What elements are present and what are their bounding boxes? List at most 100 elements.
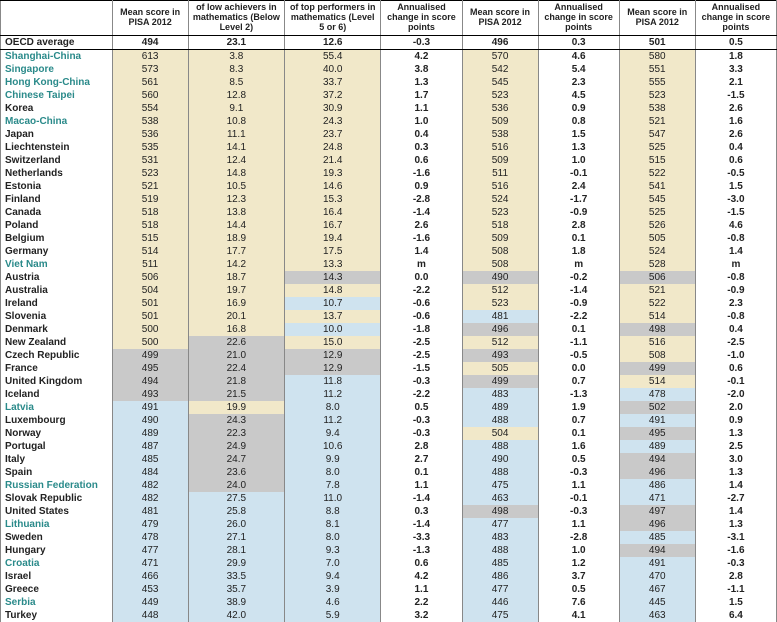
cell: -1.1: [538, 336, 619, 349]
cell: 5.9: [285, 609, 381, 622]
cell: 24.8: [285, 141, 381, 154]
col-header-1: Mean score in PISA 2012: [112, 1, 188, 36]
cell: -1.3: [538, 388, 619, 401]
cell: 573: [112, 63, 188, 76]
cell: 511: [112, 258, 188, 271]
cell: 0.0: [381, 271, 462, 284]
cell: 33.5: [188, 570, 284, 583]
table-row: Portugal48724.910.62.84881.64892.5: [1, 440, 777, 453]
col-header-2: of low achievers in mathematics (Below L…: [188, 1, 284, 36]
cell: 490: [462, 271, 538, 284]
cell: 1.5: [538, 128, 619, 141]
country-name: Netherlands: [1, 167, 113, 180]
cell: 4.6: [538, 49, 619, 63]
cell: 499: [619, 362, 695, 375]
cell: 477: [462, 518, 538, 531]
cell: 19.7: [188, 284, 284, 297]
country-name: Australia: [1, 284, 113, 297]
cell: 14.3: [285, 271, 381, 284]
cell: 491: [619, 414, 695, 427]
country-name: Iceland: [1, 388, 113, 401]
cell: 17.5: [285, 245, 381, 258]
cell: 24.3: [188, 414, 284, 427]
cell: 3.7: [538, 570, 619, 583]
table-row: Spain48423.68.00.1488-0.34961.3: [1, 466, 777, 479]
cell: 555: [619, 76, 695, 89]
cell: 16.9: [188, 297, 284, 310]
cell: -1.4: [538, 284, 619, 297]
cell: -2.2: [538, 310, 619, 323]
cell: 491: [619, 557, 695, 570]
cell: -1.5: [695, 89, 776, 102]
cell: -1.5: [695, 206, 776, 219]
cell: 7.8: [285, 479, 381, 492]
cell: 0.6: [695, 362, 776, 375]
cell: 521: [619, 115, 695, 128]
cell: 477: [112, 544, 188, 557]
cell: 12.8: [188, 89, 284, 102]
cell: 1.0: [381, 115, 462, 128]
cell: 486: [462, 570, 538, 583]
cell: 523: [462, 206, 538, 219]
cell: 55.4: [285, 49, 381, 63]
cell: 446: [462, 596, 538, 609]
cell: 2.6: [381, 219, 462, 232]
cell: 471: [112, 557, 188, 570]
cell: 523: [619, 89, 695, 102]
cell: 551: [619, 63, 695, 76]
cell: 37.2: [285, 89, 381, 102]
cell: 515: [112, 232, 188, 245]
cell: 2.6: [695, 102, 776, 115]
cell: 0.5: [381, 401, 462, 414]
country-name: Switzerland: [1, 154, 113, 167]
table-row: New Zealand50022.615.0-2.5512-1.1516-2.5: [1, 336, 777, 349]
cell: 24.7: [188, 453, 284, 466]
table-row: Russian Federation48224.07.81.14751.1486…: [1, 479, 777, 492]
table-row: Greece45335.73.91.14770.5467-1.1: [1, 583, 777, 596]
table-row: Shanghai-China6133.855.44.25704.65801.8: [1, 49, 777, 63]
cell: 463: [462, 492, 538, 505]
cell: 8.8: [285, 505, 381, 518]
cell: 3.8: [188, 49, 284, 63]
country-name: Lithuania: [1, 518, 113, 531]
country-name: Serbia: [1, 596, 113, 609]
cell: 560: [112, 89, 188, 102]
cell: 561: [112, 76, 188, 89]
col-header-0: [1, 1, 113, 36]
cell: 9.4: [285, 427, 381, 440]
cell: 502: [619, 401, 695, 414]
cell: 42.0: [188, 609, 284, 622]
cell: 494: [112, 35, 188, 49]
cell: -0.6: [381, 297, 462, 310]
cell: 523: [462, 297, 538, 310]
cell: 2.6: [695, 128, 776, 141]
cell: -1.1: [695, 583, 776, 596]
country-name: Korea: [1, 102, 113, 115]
cell: 0.8: [538, 115, 619, 128]
country-name: Slovak Republic: [1, 492, 113, 505]
cell: 30.9: [285, 102, 381, 115]
cell: 1.7: [381, 89, 462, 102]
cell: -0.3: [695, 557, 776, 570]
cell: 536: [462, 102, 538, 115]
cell: 24.0: [188, 479, 284, 492]
cell: 489: [619, 440, 695, 453]
cell: 11.2: [285, 388, 381, 401]
cell: 518: [462, 219, 538, 232]
cell: 542: [462, 63, 538, 76]
cell: -1.8: [381, 323, 462, 336]
cell: 8.0: [285, 401, 381, 414]
cell: -0.2: [538, 271, 619, 284]
cell: 19.9: [188, 401, 284, 414]
cell: 1.3: [695, 518, 776, 531]
cell: 501: [619, 35, 695, 49]
country-name: Ireland: [1, 297, 113, 310]
cell: 4.1: [538, 609, 619, 622]
table-row: Slovenia50120.113.7-0.6481-2.2514-0.8: [1, 310, 777, 323]
cell: -0.9: [538, 206, 619, 219]
cell: 1.0: [538, 544, 619, 557]
cell: 2.7: [381, 453, 462, 466]
cell: 488: [462, 440, 538, 453]
cell: -1.6: [381, 232, 462, 245]
cell: 4.5: [538, 89, 619, 102]
